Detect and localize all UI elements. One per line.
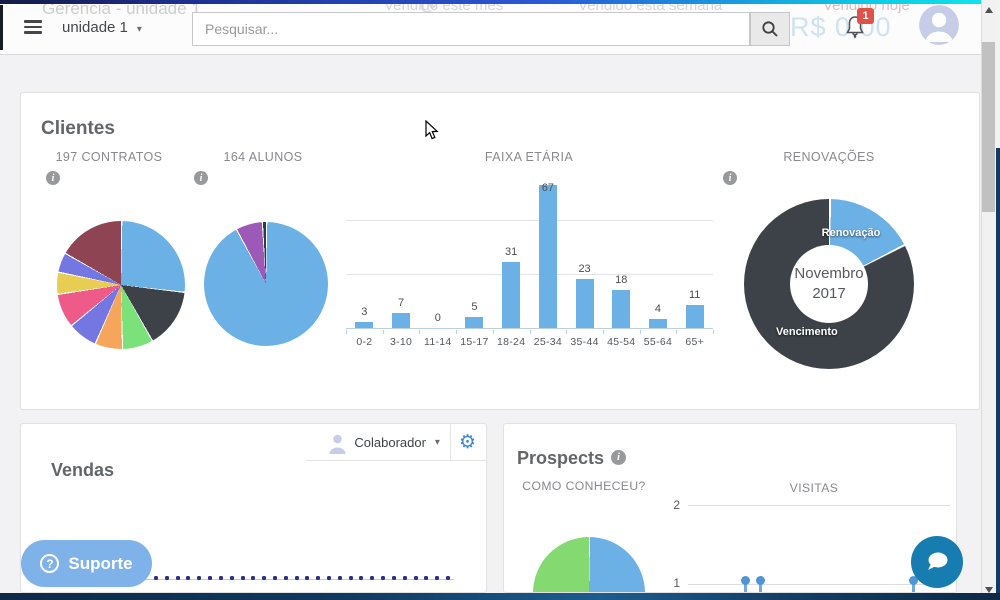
prospects-title-row: Prospects i bbox=[517, 448, 627, 469]
info-icon[interactable]: i bbox=[723, 171, 737, 185]
window-edge-right bbox=[996, 148, 1000, 600]
age-chart-categories: 0-2 3-10 11-14 15-17 18-24 25-34 35-44 45-54 55-… bbox=[356, 336, 705, 348]
search-icon bbox=[762, 21, 778, 37]
search-button[interactable] bbox=[750, 12, 790, 46]
visitas-title: VISITAS bbox=[789, 481, 839, 495]
window-edge-bottom bbox=[0, 593, 1000, 600]
loading-progress-bar bbox=[0, 0, 981, 4]
renewals-title: RENOVAÇÕES bbox=[783, 150, 875, 164]
como-conheceu-pie-chart bbox=[533, 537, 645, 592]
visitas-gridline-2 bbox=[688, 505, 950, 506]
contracts-pie-chart bbox=[57, 221, 185, 349]
unit-selector-label: unidade 1 bbox=[62, 19, 128, 36]
divider bbox=[449, 424, 451, 460]
vendas-title: Vendas bbox=[51, 460, 115, 480]
unit-selector-dropdown[interactable]: unidade 1 ▾ bbox=[62, 19, 142, 36]
menu-hamburger-icon[interactable] bbox=[24, 20, 42, 34]
vendas-toolbar: Colaborador ▾ ⚙ bbox=[306, 424, 486, 461]
chat-button[interactable] bbox=[911, 536, 963, 588]
visitas-ytick-1: 1 bbox=[673, 576, 680, 590]
chevron-down-icon: ▾ bbox=[136, 24, 142, 35]
age-chart-plot: 3 7 0 5 31 67 23 18 4 11 bbox=[346, 179, 713, 329]
age-chart-title: FAIXA ETÁRIA bbox=[484, 150, 574, 164]
collaborator-label: Colaborador bbox=[354, 434, 426, 450]
info-icon[interactable]: i bbox=[46, 171, 60, 185]
vendas-dots bbox=[154, 576, 450, 580]
support-button-label: Suporte bbox=[68, 553, 133, 573]
info-icon[interactable]: i bbox=[194, 171, 208, 185]
donut-center: Novembro 2017 bbox=[790, 245, 868, 323]
gear-icon[interactable]: ⚙ bbox=[458, 430, 476, 453]
collaborator-avatar bbox=[328, 430, 348, 454]
chevron-down-icon: ▾ bbox=[434, 436, 440, 448]
students-pie-chart bbox=[204, 222, 328, 346]
prospects-card: Prospects i COMO CONHECEU? VISITAS 2 1 bbox=[503, 423, 957, 593]
scrollbar-up-arrow-icon[interactable] bbox=[985, 7, 993, 13]
question-icon: ? bbox=[40, 554, 60, 573]
clientes-card: Clientes 197 CONTRATOS 164 ALUNOS FAIXA … bbox=[20, 92, 980, 410]
support-button[interactable]: ? Suporte bbox=[21, 540, 152, 587]
clientes-title: Clientes bbox=[41, 118, 115, 139]
collaborator-dropdown[interactable]: Colaborador ▾ bbox=[354, 435, 440, 450]
scrollbar-down-arrow-icon[interactable] bbox=[985, 587, 993, 593]
students-label: 164 ALUNOS bbox=[223, 150, 303, 164]
person-icon bbox=[328, 430, 348, 454]
age-chart-axis bbox=[346, 330, 714, 335]
user-avatar[interactable] bbox=[919, 5, 959, 45]
expiry-slice-label: Vencimento bbox=[776, 326, 838, 338]
visitas-gridline-1 bbox=[688, 584, 950, 585]
donut-center-month: Novembro bbox=[794, 264, 864, 282]
window-edge-left bbox=[0, 5, 3, 50]
notification-badge[interactable]: 1 bbox=[857, 8, 874, 24]
donut-center-year: 2017 bbox=[812, 285, 846, 302]
visitas-ytick-2: 2 bbox=[673, 498, 680, 512]
renewal-slice-label: Renovação bbox=[821, 227, 881, 239]
scrollbar-thumb[interactable] bbox=[982, 42, 995, 212]
chat-bubble-icon bbox=[928, 552, 948, 570]
visitas-points bbox=[688, 424, 950, 592]
search-input[interactable] bbox=[192, 12, 750, 46]
info-icon[interactable]: i bbox=[611, 450, 627, 465]
prospects-title: Prospects bbox=[517, 448, 605, 468]
vendas-axis-line bbox=[144, 579, 454, 580]
contracts-label: 197 CONTRATOS bbox=[55, 150, 163, 164]
como-conheceu-title: COMO CONHECEU? bbox=[522, 479, 646, 493]
person-icon bbox=[919, 5, 959, 45]
